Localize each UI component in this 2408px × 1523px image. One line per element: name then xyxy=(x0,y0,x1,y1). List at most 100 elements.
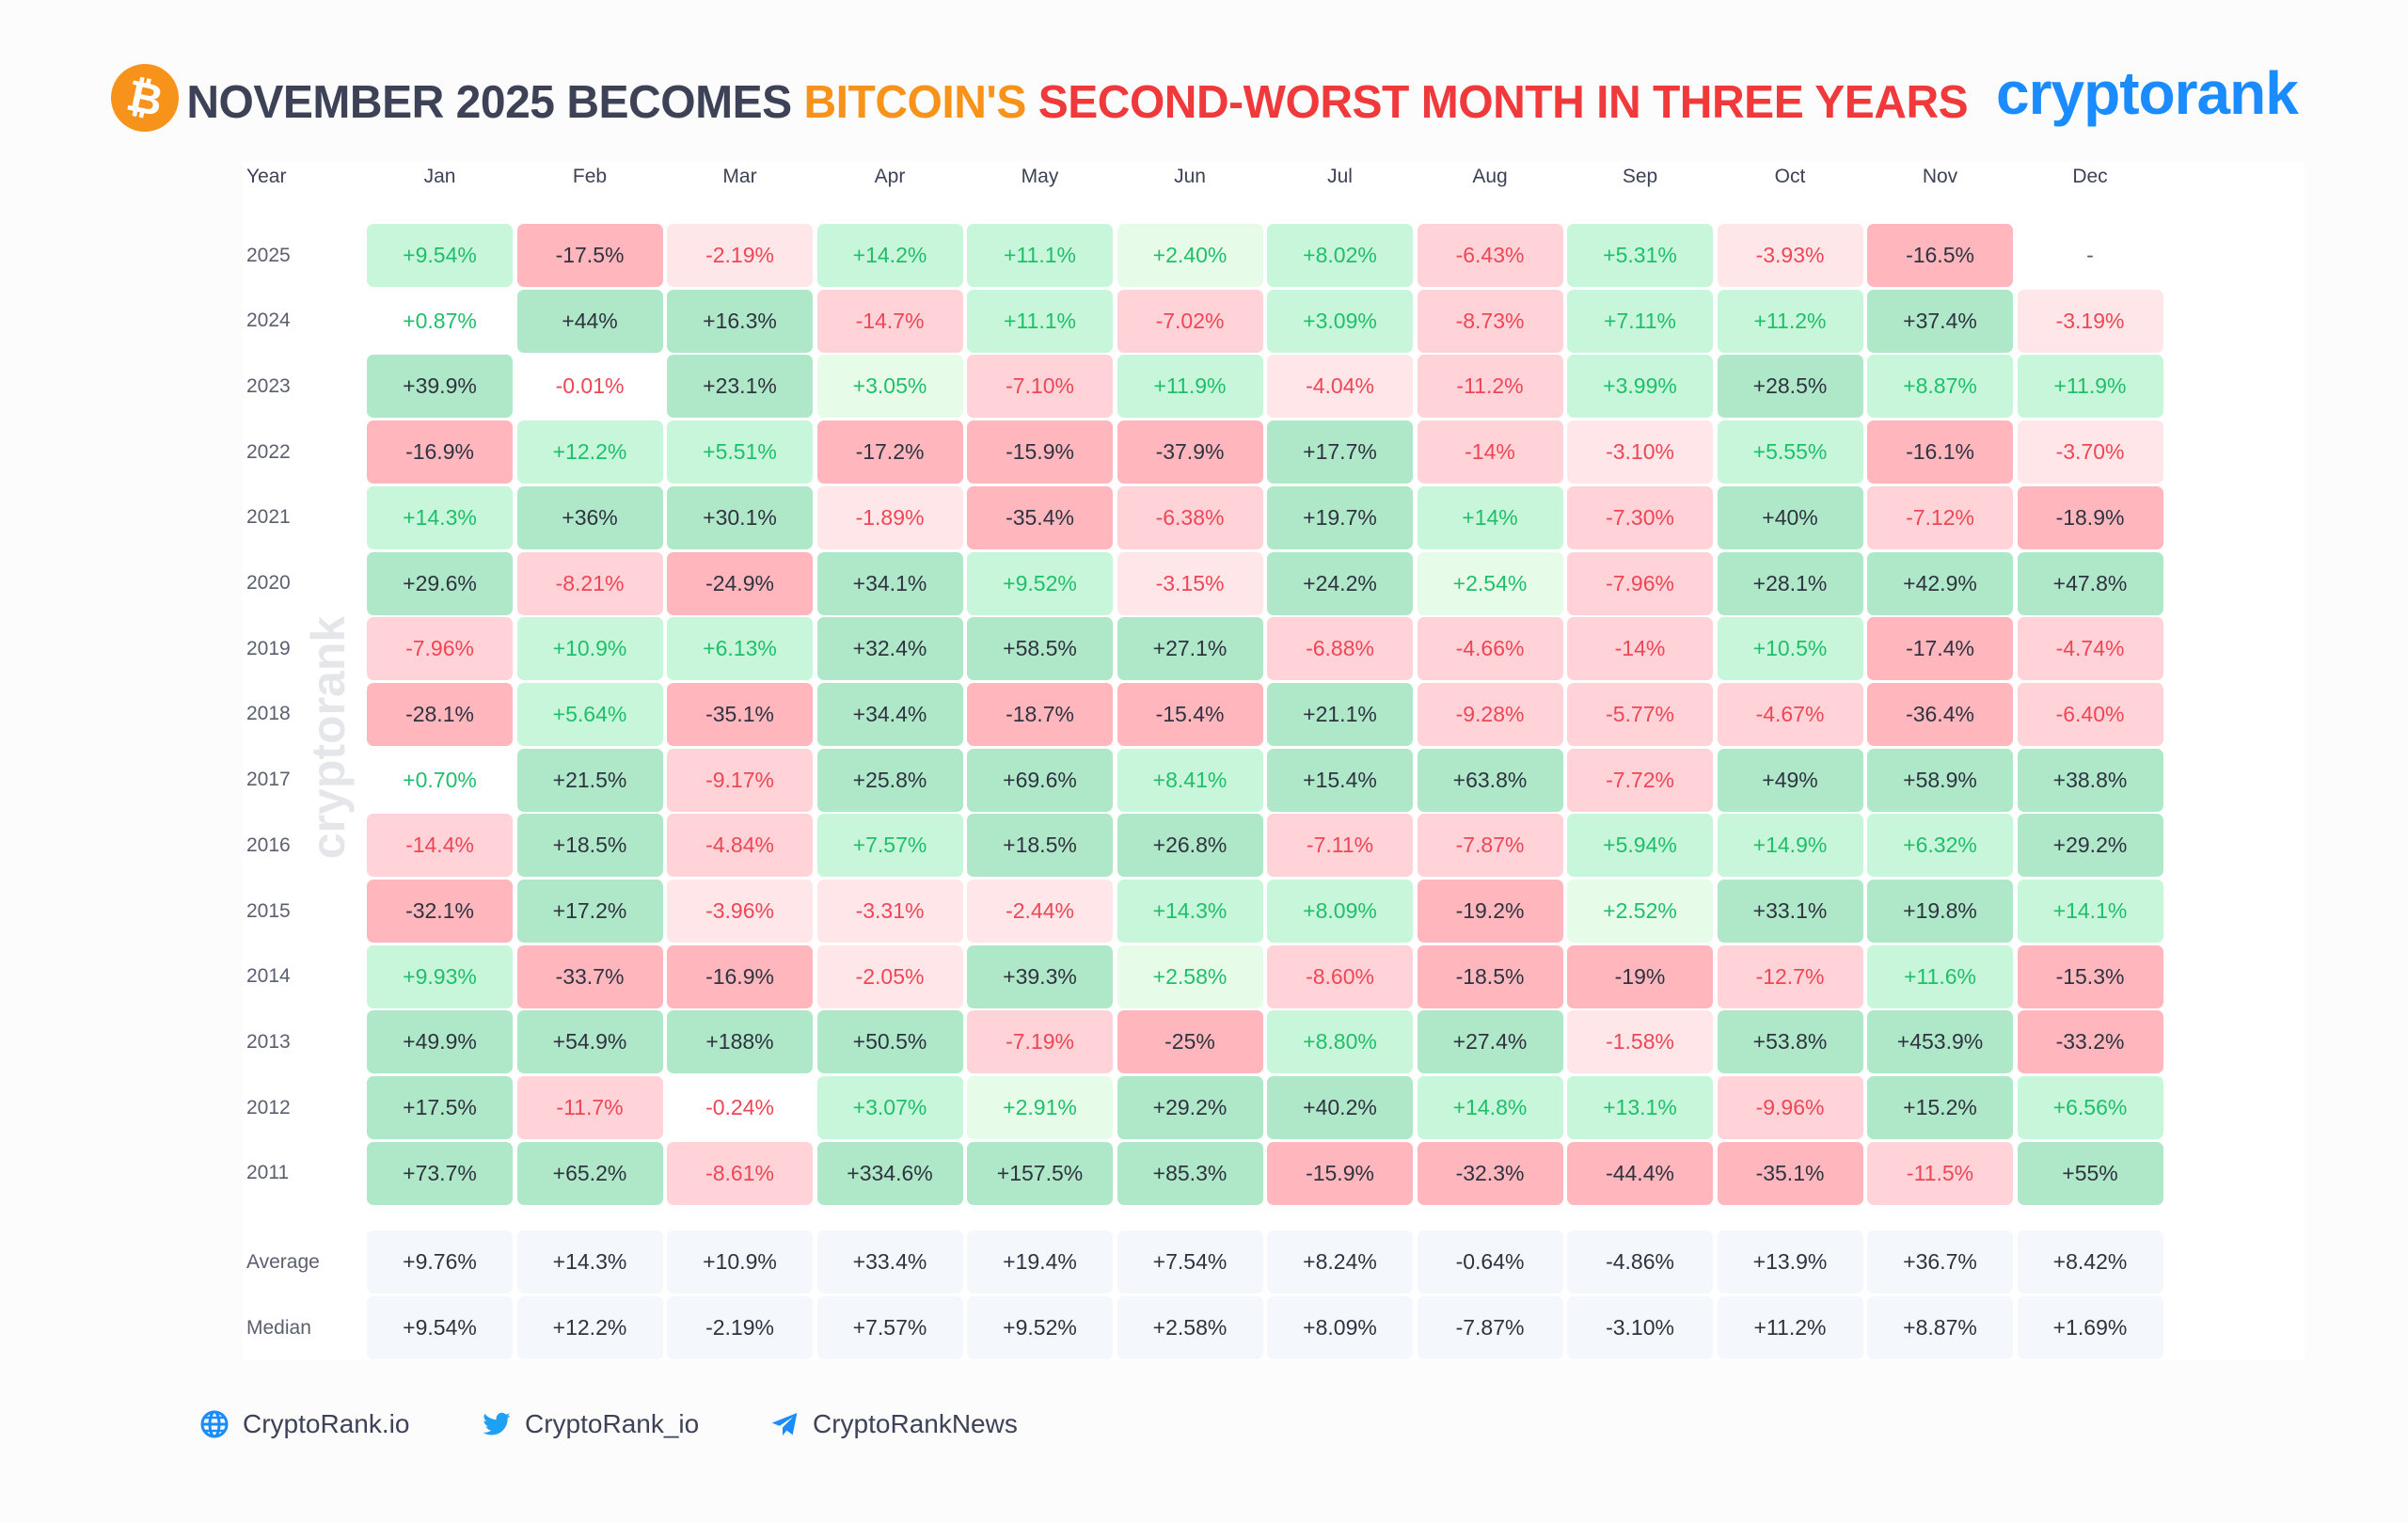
heatmap-cell: +49.9% xyxy=(367,1010,513,1074)
heatmap-cell: -11.5% xyxy=(1867,1141,2013,1205)
summary-label-average: Average xyxy=(246,1250,320,1273)
footer-telegram[interactable]: CryptoRankNews xyxy=(769,1404,1018,1445)
heatmap-cell: -7.87% xyxy=(1417,814,1563,878)
heatmap-cell: +10.9% xyxy=(516,617,663,681)
footer-website[interactable]: CryptoRank.io xyxy=(199,1404,409,1445)
heatmap-cell: +26.8% xyxy=(1117,814,1263,878)
column-header-may: May xyxy=(1021,166,1059,187)
heatmap-cell: +14.3% xyxy=(367,485,513,549)
heatmap-cell: +54.9% xyxy=(516,1010,663,1074)
heatmap-cell: +157.5% xyxy=(967,1141,1113,1205)
heatmap-cell: +10.5% xyxy=(1717,617,1863,681)
heatmap-cell: -16.1% xyxy=(1867,420,2013,484)
heatmap-cell: +69.6% xyxy=(967,748,1113,812)
heatmap-cell: -11.7% xyxy=(516,1076,663,1140)
heatmap-cell: +8.80% xyxy=(1267,1010,1413,1074)
heatmap-cell: -16.9% xyxy=(367,420,513,484)
summary-cell: +2.58% xyxy=(1117,1296,1263,1359)
cryptorank-logo: cryptorank xyxy=(1996,59,2299,127)
heatmap-cell: -35.1% xyxy=(1717,1141,1863,1205)
heatmap-cell: -17.5% xyxy=(516,224,663,287)
heatmap-cell: +3.09% xyxy=(1267,289,1413,353)
heatmap-cell: -15.9% xyxy=(1267,1141,1413,1205)
title-part-3: SECOND-WORST MONTH IN THREE YEARS xyxy=(1038,77,1969,128)
heatmap-cell: -4.67% xyxy=(1717,682,1863,746)
column-header-oct: Oct xyxy=(1774,166,1806,187)
heatmap-cell: +11.1% xyxy=(967,289,1113,353)
heatmap-cell: +11.9% xyxy=(2017,355,2163,419)
summary-cell: +9.54% xyxy=(367,1296,513,1359)
heatmap-cell: -14% xyxy=(1567,617,1713,681)
heatmap-cell: +27.1% xyxy=(1117,617,1263,681)
row-year-label: 2017 xyxy=(246,769,291,791)
summary-cell: +9.52% xyxy=(967,1296,1113,1359)
row-year-label: 2014 xyxy=(246,965,291,988)
column-header-feb: Feb xyxy=(572,166,608,187)
heatmap-cell: +40.2% xyxy=(1267,1076,1413,1140)
heatmap-cell: +58.9% xyxy=(1867,748,2013,812)
heatmap-cell: +73.7% xyxy=(367,1141,513,1205)
heatmap-cell: +27.4% xyxy=(1417,1010,1563,1074)
summary-cell: -0.64% xyxy=(1417,1230,1563,1293)
heatmap-cell: -7.19% xyxy=(967,1010,1113,1074)
heatmap-cell: +39.3% xyxy=(967,944,1113,1008)
summary-cell: +33.4% xyxy=(816,1230,963,1293)
heatmap-cell: +8.02% xyxy=(1267,224,1413,287)
heatmap-cell: +15.4% xyxy=(1267,748,1413,812)
heatmap-cell: -8.60% xyxy=(1267,944,1413,1008)
heatmap-cell: -44.4% xyxy=(1567,1141,1713,1205)
heatmap-cell: -25% xyxy=(1117,1010,1263,1074)
heatmap-cell: -1.89% xyxy=(816,485,963,549)
heatmap-cell: -14.7% xyxy=(816,289,963,353)
summary-cell: +8.09% xyxy=(1267,1296,1413,1359)
heatmap-cell: +7.57% xyxy=(816,814,963,878)
heatmap-cell: -4.04% xyxy=(1267,355,1413,419)
heatmap-cell: -1.58% xyxy=(1567,1010,1713,1074)
heatmap-cell: +6.13% xyxy=(667,617,813,681)
heatmap-cell: -3.19% xyxy=(2017,289,2163,353)
summary-cell: +11.2% xyxy=(1717,1296,1863,1359)
heatmap-cell: -18.9% xyxy=(2017,485,2163,549)
heatmap-cell: -3.70% xyxy=(2017,420,2163,484)
heatmap-cell: -24.9% xyxy=(667,551,813,615)
heatmap-cell: +24.2% xyxy=(1267,551,1413,615)
heatmap-cell: -35.1% xyxy=(667,682,813,746)
page-title: NOVEMBER 2025 BECOMES BITCOIN'S SECOND-W… xyxy=(111,70,1968,135)
twitter-icon xyxy=(483,1412,511,1436)
heatmap-cell: +14% xyxy=(1417,485,1563,549)
heatmap-cell: -32.1% xyxy=(367,880,513,943)
heatmap-cell: +18.5% xyxy=(516,814,663,878)
heatmap-cell: +8.87% xyxy=(1867,355,2013,419)
heatmap-cell: -17.4% xyxy=(1867,617,2013,681)
heatmap-cell: -12.7% xyxy=(1717,944,1863,1008)
heatmap-cell: -3.93% xyxy=(1717,224,1863,287)
heatmap-cell: +14.8% xyxy=(1417,1076,1563,1140)
heatmap-cell: +5.31% xyxy=(1567,224,1713,287)
heatmap-cell: +34.4% xyxy=(816,682,963,746)
heatmap-cell: +29.6% xyxy=(367,551,513,615)
heatmap-cell: +6.56% xyxy=(2017,1076,2163,1140)
heatmap-cell: +2.54% xyxy=(1417,551,1563,615)
heatmap-cell: +49% xyxy=(1717,748,1863,812)
heatmap-cell: +5.94% xyxy=(1567,814,1713,878)
heatmap-cell: +8.09% xyxy=(1267,880,1413,943)
heatmap-cell: -33.7% xyxy=(516,944,663,1008)
heatmap-cell: +65.2% xyxy=(516,1141,663,1205)
heatmap-cell: -15.9% xyxy=(967,420,1113,484)
heatmap-cell: +12.2% xyxy=(516,420,663,484)
heatmap-cell: -7.72% xyxy=(1567,748,1713,812)
footer-twitter[interactable]: CryptoRank_io xyxy=(482,1404,699,1445)
heatmap-cell: -8.21% xyxy=(516,551,663,615)
heatmap-cell: +30.1% xyxy=(667,485,813,549)
heatmap-cell: +11.2% xyxy=(1717,289,1863,353)
heatmap-cell: +23.1% xyxy=(667,355,813,419)
heatmap-cell: +28.1% xyxy=(1717,551,1863,615)
column-header-dec: Dec xyxy=(2072,166,2108,187)
heatmap-cell: +47.8% xyxy=(2017,551,2163,615)
summary-cell: +7.57% xyxy=(816,1296,963,1359)
row-year-label: 2015 xyxy=(246,899,291,922)
heatmap-cell: -16.5% xyxy=(1867,224,2013,287)
summary-label-median: Median xyxy=(246,1316,311,1339)
heatmap-cell: -7.12% xyxy=(1867,485,2013,549)
summary-cell: +13.9% xyxy=(1717,1230,1863,1293)
